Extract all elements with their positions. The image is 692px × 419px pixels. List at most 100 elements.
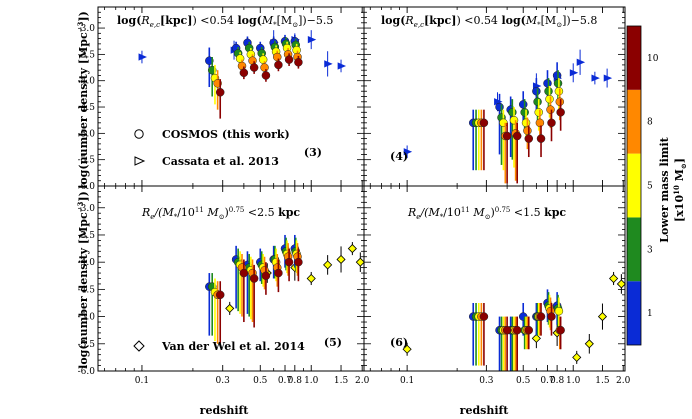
vanderwel-point bbox=[531, 333, 541, 343]
colorbar-band bbox=[627, 153, 641, 218]
panel-5-tag: (5) bbox=[324, 336, 342, 349]
cosmos-point bbox=[294, 257, 303, 267]
cosmos-point bbox=[261, 271, 271, 281]
x-tick-label: 1.0 bbox=[304, 376, 319, 386]
panels: -3.0 -3.5 -4.0 -4.5 -5.0 -5.5 -6.0 0.1 0.3 0.5 0.7… bbox=[78, 6, 631, 386]
panel-6: 0.1 0.3 0.5 0.70.8 1.0 1.5 2.0 bbox=[363, 185, 631, 386]
colorbar-title-line1: Lower mass limit bbox=[658, 136, 671, 242]
cosmos-point bbox=[554, 306, 564, 316]
vanderwel-point bbox=[306, 273, 316, 284]
cosmos-point bbox=[294, 58, 303, 67]
cosmos-point bbox=[545, 94, 554, 104]
y-tick-label: -5.0 bbox=[78, 313, 96, 323]
panel-4-title: log(Re,c[kpc]) <0.54 log(M*[M⊙])−5.8 bbox=[381, 14, 597, 29]
cosmos-point bbox=[534, 108, 543, 117]
vanderwel-point bbox=[616, 279, 626, 289]
y-tick-label: -4.0 bbox=[78, 77, 96, 87]
x-tick-label: 0.3 bbox=[479, 376, 494, 386]
cosmos-point bbox=[274, 268, 283, 278]
x-tick-label: 1.5 bbox=[334, 376, 349, 386]
y-axis-title-bottom: log(number density [Mpc−3]) bbox=[76, 191, 90, 369]
y-tick-label: -4.0 bbox=[78, 258, 96, 268]
legend-label-cosmos: COSMOS (this work) bbox=[162, 128, 290, 141]
vanderwel-point bbox=[597, 312, 608, 322]
x-tick-label: 0.5 bbox=[253, 376, 268, 386]
x-tick-label: 0.7 bbox=[278, 376, 293, 386]
cassata-point bbox=[569, 69, 579, 77]
x-tick-label: 0.8 bbox=[550, 376, 565, 386]
y-tick-label: -4.5 bbox=[78, 103, 96, 113]
y-tick-label: -3.5 bbox=[78, 50, 96, 60]
cosmos-point bbox=[215, 88, 225, 97]
cassata-point bbox=[403, 148, 413, 156]
x-axis-title-left: redshift bbox=[200, 404, 250, 417]
panel-3: -3.0 -3.5 -4.0 -4.5 -5.0 -5.5 -6.0 bbox=[78, 6, 365, 192]
colorbar-frame bbox=[626, 25, 642, 346]
x-axis-title-right: redshift bbox=[460, 404, 510, 417]
cassata-point bbox=[307, 36, 317, 44]
cosmos-point bbox=[554, 86, 564, 96]
panel-5-title: Re/(M*/1011 M⊙)0.75 <2.5 kpc bbox=[141, 206, 300, 221]
x-tick-label: 2.0 bbox=[355, 376, 370, 386]
legend-diamond-marker bbox=[133, 340, 145, 352]
cosmos-point bbox=[273, 52, 282, 62]
x-tick-label: 1.0 bbox=[566, 376, 581, 386]
cosmos-point bbox=[479, 312, 489, 321]
legend-triangle-marker bbox=[134, 156, 146, 166]
cosmos-point bbox=[479, 118, 489, 128]
colorbar-label: 1 bbox=[647, 309, 653, 319]
cosmos-point bbox=[512, 325, 522, 335]
y-axis-title-top: log(number density [Mpc−3]) bbox=[76, 11, 90, 189]
panel-6-tag: (6) bbox=[390, 336, 408, 349]
cosmos-point bbox=[532, 86, 541, 96]
vanderwel-point bbox=[225, 303, 235, 313]
cosmos-point bbox=[258, 55, 268, 64]
panel-frame bbox=[363, 185, 626, 372]
cosmos-point bbox=[239, 268, 249, 278]
x-tick-label: 0.5 bbox=[516, 376, 531, 386]
cosmos-point bbox=[547, 312, 556, 321]
y-tick-label: -6.0 bbox=[78, 182, 96, 192]
cosmos-point bbox=[547, 118, 556, 128]
vanderwel-point bbox=[572, 352, 582, 362]
legend-label-vanderwel: Van der Wel et al. 2014 bbox=[161, 340, 305, 353]
y-tick-label: -3.0 bbox=[78, 204, 96, 214]
cosmos-point bbox=[524, 134, 534, 143]
cosmos-point bbox=[508, 108, 517, 117]
cassata-point bbox=[324, 60, 333, 68]
colorbar-label: 8 bbox=[647, 118, 653, 128]
cassata-point bbox=[591, 74, 600, 82]
x-tick-label: 0.1 bbox=[135, 376, 149, 386]
vanderwel-point bbox=[336, 254, 346, 265]
legend: COSMOS (this work) Cassata et al. 2013 V… bbox=[133, 128, 305, 353]
cosmos-point bbox=[535, 118, 545, 128]
colorbar-label: 3 bbox=[647, 245, 653, 255]
cosmos-point bbox=[556, 108, 565, 117]
x-tick-label: 2.0 bbox=[616, 376, 631, 386]
x-tick-label: 0.3 bbox=[216, 376, 231, 386]
vanderwel-point bbox=[355, 257, 365, 267]
colorbar-label: 10 bbox=[647, 54, 659, 64]
cosmos-point bbox=[512, 131, 522, 141]
cosmos-point bbox=[284, 55, 294, 64]
colorbar-band bbox=[627, 281, 641, 345]
x-tick-label: 0.7 bbox=[540, 376, 555, 386]
cosmos-point bbox=[546, 105, 555, 114]
cassata-point bbox=[337, 62, 347, 70]
legend-label-cassata: Cassata et al. 2013 bbox=[162, 155, 279, 168]
y-tick-label: -4.5 bbox=[78, 285, 96, 295]
vanderwel-point bbox=[347, 244, 357, 254]
cosmos-point bbox=[215, 290, 225, 300]
cosmos-point bbox=[284, 257, 294, 267]
cosmos-point bbox=[553, 79, 563, 88]
x-tick-label: 0.1 bbox=[400, 376, 414, 386]
cosmos-point bbox=[533, 97, 542, 107]
cassata-point bbox=[576, 58, 586, 66]
cosmos-point bbox=[495, 102, 504, 112]
vanderwel-point bbox=[584, 339, 594, 349]
panel-6-title: Re/(M*/1011 M⊙)0.75 <1.5 kpc bbox=[407, 206, 566, 221]
x-tick-label: 1.5 bbox=[595, 376, 610, 386]
cosmos-point bbox=[239, 68, 249, 78]
cosmos-point bbox=[536, 312, 546, 321]
